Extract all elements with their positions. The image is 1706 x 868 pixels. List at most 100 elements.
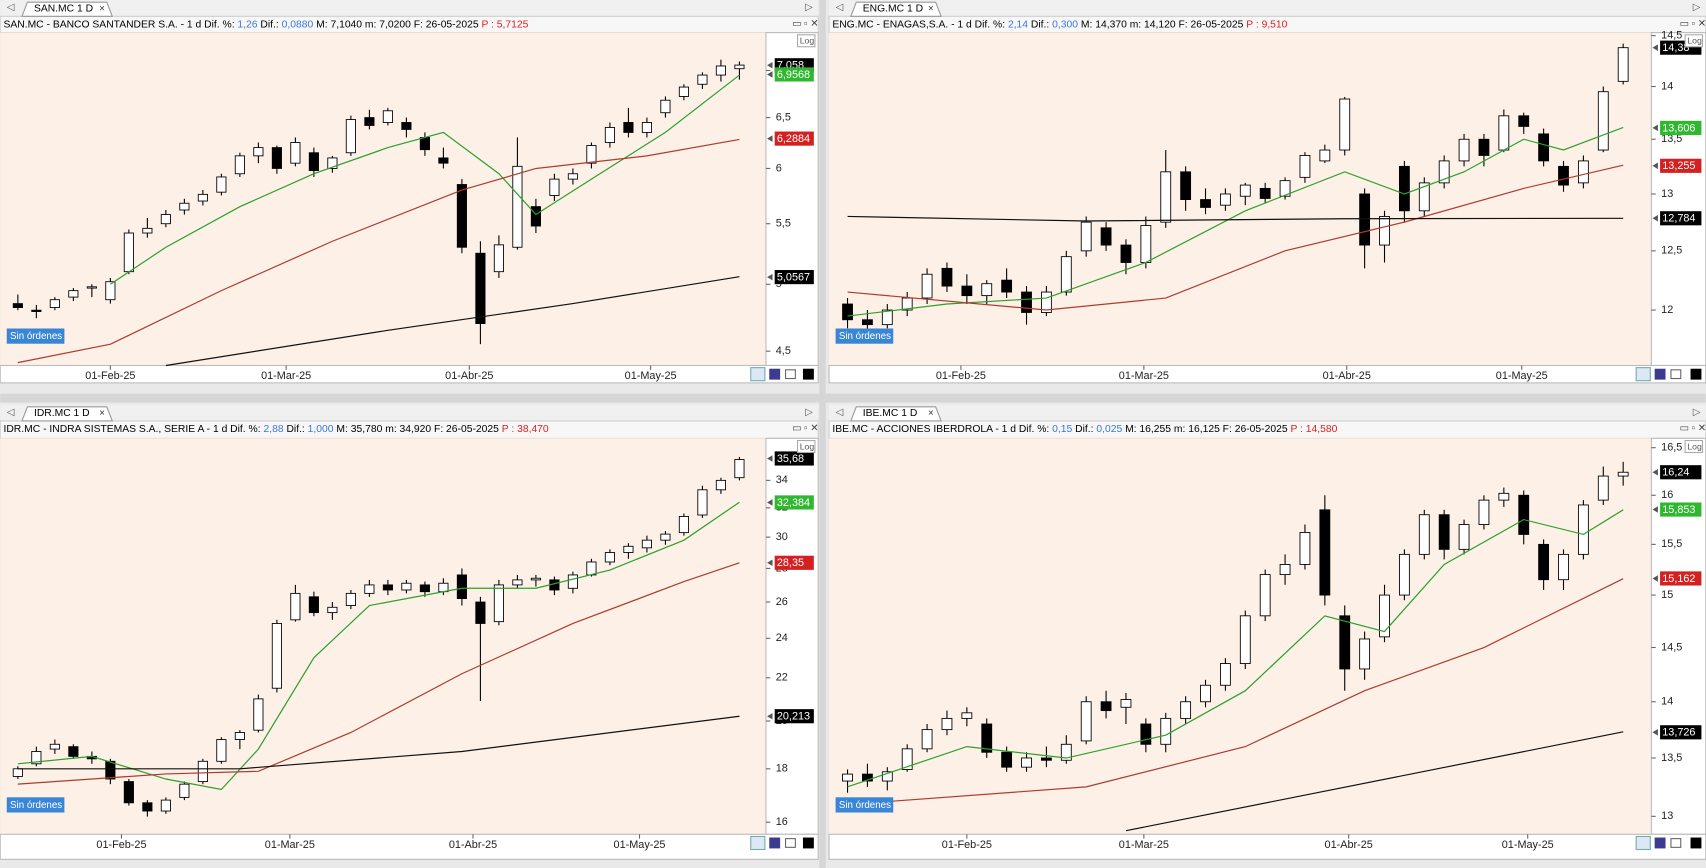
candle-body (1359, 193, 1371, 246)
tab-close[interactable]: × (928, 408, 934, 419)
candle-body (1299, 532, 1311, 565)
candle-body (160, 799, 171, 812)
log-button-label[interactable]: Log (800, 36, 815, 46)
icon-button[interactable] (750, 367, 766, 382)
window-buttons[interactable]: ▭ ▫ ✕ (792, 19, 818, 30)
icon-button[interactable] (1635, 835, 1651, 851)
icon-button[interactable] (769, 368, 781, 380)
log-button-label[interactable]: Log (1687, 441, 1702, 451)
icon-button[interactable] (802, 368, 814, 380)
tab-close[interactable]: × (99, 408, 105, 419)
log-button-label[interactable]: Log (800, 441, 815, 451)
icon-button[interactable] (802, 837, 814, 849)
tab-close[interactable]: × (928, 3, 934, 14)
price-tag-label: 13,606 (1662, 122, 1695, 134)
price-tag-pointer (1652, 44, 1658, 51)
header-part: M: 7,1040 m: 7,0200 F: 26-05-2025 (313, 19, 481, 30)
candle-body (842, 773, 853, 782)
tab-label[interactable]: IDR.MC 1 D (34, 408, 90, 419)
y-tick-label: 30 (776, 531, 788, 543)
candle-body (1140, 723, 1152, 745)
candle-body (1577, 504, 1589, 555)
header-part: SAN.MC - BANCO SANTANDER S.A. - 1 d Dif.… (3, 19, 237, 30)
candle-body (1379, 594, 1390, 638)
tab-arrow: ◁ (836, 2, 844, 13)
candle-body (1518, 494, 1530, 535)
candle-body (1319, 149, 1331, 162)
icon-button[interactable] (1690, 837, 1702, 849)
candle-body (1060, 256, 1072, 293)
log-button[interactable] (796, 439, 816, 454)
tab[interactable] (21, 1, 114, 17)
icon-button[interactable] (750, 835, 766, 851)
candle-body (31, 751, 42, 765)
tab[interactable] (850, 406, 942, 422)
tab[interactable] (21, 406, 114, 422)
candle-body (290, 592, 301, 621)
price-tag-label: 32,384 (777, 497, 810, 509)
x-tick-label: 01-Abr-25 (445, 370, 493, 382)
icon-button[interactable] (1654, 837, 1666, 849)
candle-body (1478, 499, 1490, 525)
price-axis (765, 32, 819, 367)
candle-body (1558, 553, 1569, 581)
y-tick-label: 16 (1661, 489, 1673, 501)
candle-body (697, 74, 708, 85)
candle-body (475, 601, 486, 624)
candle-body (1279, 180, 1291, 197)
price-tag-pointer (767, 135, 773, 142)
candle-body (105, 760, 116, 780)
window-buttons[interactable]: ▭ ▫ ✕ (792, 423, 818, 434)
window-buttons[interactable]: ▭ ▫ ✕ (1680, 423, 1706, 434)
icon-button[interactable] (1670, 838, 1682, 848)
header-part: Dif.: (1028, 19, 1052, 30)
candle-body (216, 176, 227, 193)
candle-body (1180, 171, 1192, 201)
tab-close[interactable]: × (99, 3, 105, 14)
candle-body (842, 303, 853, 321)
candle-body (475, 252, 486, 325)
candle-body (941, 717, 953, 731)
icon-button[interactable] (1670, 369, 1682, 380)
icon-button[interactable] (785, 369, 796, 380)
price-tag-label: 6,9568 (777, 69, 810, 81)
moving-average-line (847, 578, 1624, 806)
candle-body (345, 592, 356, 606)
icon-button[interactable] (785, 838, 796, 848)
candle-body (586, 145, 597, 164)
date-axis (828, 833, 1706, 860)
tab-label[interactable]: ENG.MC 1 D (863, 3, 923, 14)
header-part: M: 16,255 m: 16,125 F: 26-05-2025 (1122, 424, 1290, 435)
window-buttons[interactable]: ▭ ▫ ✕ (1680, 19, 1706, 30)
candle-body (1398, 553, 1410, 596)
candle-body (1219, 193, 1231, 206)
candle-body (142, 802, 153, 812)
header-part: 0,025 (1096, 424, 1122, 435)
tab-label[interactable]: SAN.MC 1 D (34, 3, 93, 14)
candle-body (678, 86, 689, 97)
icon-button[interactable] (1690, 368, 1702, 380)
log-button[interactable] (1684, 34, 1704, 48)
candle-body (1518, 115, 1530, 127)
tab[interactable] (850, 1, 942, 17)
candle-body (1418, 182, 1430, 212)
tab-label[interactable]: IBE.MC 1 D (863, 408, 918, 419)
price-tag-label: 20,213 (777, 711, 810, 723)
log-button[interactable] (796, 34, 816, 48)
chart-header: SAN.MC - BANCO SANTANDER S.A. - 1 d Dif.… (3, 19, 528, 30)
log-button[interactable] (1684, 439, 1704, 454)
log-button-label[interactable]: Log (1687, 36, 1702, 46)
header-part: 2,88 (263, 424, 283, 435)
candle-body (1418, 514, 1430, 555)
icon-button[interactable] (769, 837, 781, 849)
candle-body (327, 157, 338, 169)
moving-average-line (847, 164, 1624, 311)
candle-body (438, 582, 449, 593)
tab-bar (0, 404, 819, 421)
header-part: IBE.MC - ACCIONES IBERDROLA - 1 d Dif. %… (832, 424, 1052, 435)
tab-arrow: ◁ (7, 407, 15, 418)
header-part: P : 14,580 (1290, 424, 1337, 435)
icon-button[interactable] (1635, 367, 1651, 382)
icon-button[interactable] (1654, 368, 1666, 380)
